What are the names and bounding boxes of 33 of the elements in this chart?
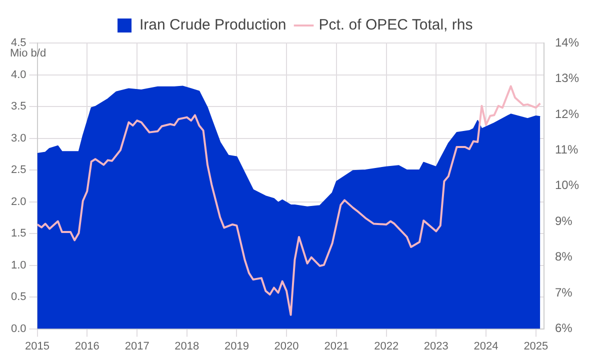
y-tick-label: 4.0 xyxy=(10,68,26,81)
legend-label: Pct. of OPEC Total, rhs xyxy=(318,16,473,34)
y-axis-title: Mio b/d xyxy=(10,48,46,60)
x-tick-label: 2023 xyxy=(424,340,448,352)
y2-tick-label: 7% xyxy=(554,285,573,300)
y2-tick-label: 9% xyxy=(554,214,573,228)
y2-tick-label: 10% xyxy=(554,178,580,192)
x-tick-label: 2025 xyxy=(524,340,548,352)
x-tick-label: 2018 xyxy=(174,340,200,352)
y-tick-label: 3.5 xyxy=(10,100,26,113)
y2-tick-label: 14% xyxy=(554,35,580,50)
y2-tick-label: 11% xyxy=(554,142,578,156)
y2-tick-label: 12% xyxy=(554,106,580,121)
y-tick-label: 0.5 xyxy=(10,291,26,304)
x-tick-label: 2016 xyxy=(74,340,100,352)
legend-label: Iran Crude Production xyxy=(140,16,286,34)
x-tick-label: 2015 xyxy=(25,340,50,352)
y-tick-label: 1.5 xyxy=(10,228,26,240)
y-tick-label: 4.5 xyxy=(10,37,26,50)
x-tick-label: 2021 xyxy=(324,340,349,352)
x-tick-label: 2024 xyxy=(474,340,498,352)
y2-tick-label: 8% xyxy=(554,250,573,264)
y2-tick-label: 6% xyxy=(554,321,573,336)
y-tick-label: 2.0 xyxy=(10,196,26,208)
x-tick-label: 2019 xyxy=(224,340,249,352)
y-tick-label: 0.0 xyxy=(10,322,26,335)
x-tick-label: 2020 xyxy=(274,340,299,352)
y2-tick-label: 13% xyxy=(554,71,580,86)
y-tick-label: 2.5 xyxy=(10,164,26,176)
x-tick-label: 2022 xyxy=(374,340,399,352)
y-tick-label: 1.0 xyxy=(10,259,26,272)
y-tick-label: 3.0 xyxy=(10,132,26,144)
x-tick-label: 2017 xyxy=(124,340,150,352)
